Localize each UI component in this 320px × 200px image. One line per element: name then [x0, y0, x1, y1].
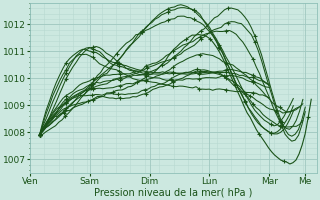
X-axis label: Pression niveau de la mer( hPa ): Pression niveau de la mer( hPa ): [94, 187, 253, 197]
